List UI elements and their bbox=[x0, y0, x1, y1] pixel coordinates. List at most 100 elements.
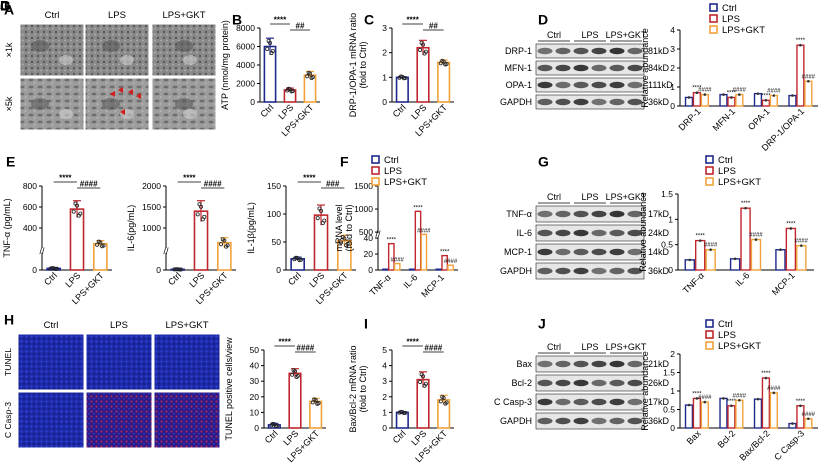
blot-band bbox=[627, 47, 643, 55]
significance-mark: **** bbox=[761, 371, 771, 377]
bar bbox=[93, 242, 108, 271]
blot-band-name: OPA-1 bbox=[506, 80, 532, 90]
significance-mark: **** bbox=[761, 93, 771, 99]
blot-strip bbox=[535, 94, 645, 110]
blot-strip bbox=[535, 43, 645, 59]
significance-mark: **** bbox=[387, 238, 397, 244]
bar bbox=[416, 46, 430, 103]
blot-band bbox=[555, 98, 571, 106]
y-tick-label: 50 bbox=[272, 237, 282, 247]
blot-band bbox=[591, 417, 607, 425]
em-arrow-marker bbox=[136, 93, 141, 99]
y-axis-label: Bax/Bcl-2 mRNA ratio bbox=[348, 345, 358, 432]
x-tick-label: Bax/Bcl-2 bbox=[737, 428, 771, 462]
y-axis-label: Relative abundance bbox=[640, 28, 650, 108]
significance-mark: **** bbox=[786, 221, 796, 227]
significance-mark: #### bbox=[749, 233, 763, 239]
x-tick-label: IL-6 bbox=[733, 270, 751, 288]
significance-mark: #### bbox=[698, 88, 712, 94]
significance-mark: #### bbox=[802, 412, 816, 418]
y-axis-label: TUNEL positive cells/view bbox=[224, 337, 234, 441]
blot-col-label: Ctrl bbox=[547, 342, 561, 352]
blot-band bbox=[573, 267, 589, 275]
blot-band bbox=[555, 210, 571, 218]
em-arrow-marker bbox=[110, 91, 115, 97]
bar bbox=[395, 76, 409, 103]
data-point bbox=[297, 258, 302, 263]
legend-f-swatch bbox=[371, 166, 380, 175]
em-organelle bbox=[120, 55, 134, 65]
x-tick-label: Ctrl bbox=[166, 270, 183, 287]
legend-j-label: LPS+GKT bbox=[718, 341, 761, 352]
blot-band bbox=[573, 398, 589, 406]
y-tick-label: 100 bbox=[267, 209, 281, 219]
legend-j-swatch bbox=[705, 319, 714, 328]
blot-band bbox=[573, 64, 589, 72]
blot-strip bbox=[535, 224, 645, 242]
blot-kd-label: 111kD bbox=[648, 80, 673, 90]
chart-letter: B bbox=[232, 11, 242, 27]
data-point bbox=[687, 403, 691, 407]
significance-mark: #### bbox=[767, 386, 781, 392]
bar bbox=[729, 258, 741, 271]
x-tick-label: Ctrl bbox=[42, 270, 59, 287]
blot-band bbox=[555, 229, 571, 237]
x-tick-label: Ctrl bbox=[391, 428, 408, 445]
em-organelle bbox=[102, 40, 120, 52]
y-tick-label: 400 bbox=[23, 223, 37, 233]
blot-kd-label: 14kD bbox=[648, 247, 670, 257]
fluorescence-image bbox=[153, 391, 221, 449]
blot-kd-label: 36kD bbox=[648, 266, 670, 276]
x-tick-label: LPS bbox=[307, 270, 326, 289]
data-point bbox=[71, 209, 76, 214]
significance-mark: **** bbox=[796, 399, 806, 405]
y-tick-label: 1000 bbox=[142, 223, 161, 233]
data-point bbox=[219, 242, 224, 247]
bar bbox=[692, 397, 702, 429]
significance-mark: #### bbox=[444, 259, 458, 265]
em-organelle bbox=[59, 109, 73, 119]
legend-g-swatch bbox=[705, 155, 714, 164]
y-tick-label: 1 bbox=[382, 72, 387, 82]
blot-band bbox=[591, 248, 607, 256]
data-point bbox=[733, 257, 737, 261]
significance-mark: **** bbox=[692, 391, 702, 397]
blot-band bbox=[555, 64, 571, 72]
x-tick-label: MFN-1 bbox=[711, 106, 738, 133]
legend-g-swatch bbox=[705, 177, 714, 186]
y-tick-label: 800 bbox=[23, 181, 37, 191]
panel-h-col-label: LPS bbox=[110, 320, 128, 331]
blot-col-label: LPS bbox=[581, 30, 598, 40]
y-axis-label-2: (fold to Ctrl) bbox=[358, 41, 368, 88]
y-tick-label: 1 bbox=[382, 407, 387, 417]
blot-band bbox=[609, 98, 625, 106]
blot-col-label: LPS bbox=[581, 342, 598, 352]
em-organelle bbox=[120, 109, 134, 119]
data-point bbox=[703, 400, 707, 404]
y-tick-label: 20 bbox=[364, 249, 374, 259]
significance-mark: #### bbox=[417, 228, 431, 234]
legend-f-swatch bbox=[371, 177, 380, 186]
panel-a-row-label: ×1k bbox=[4, 42, 14, 57]
x-tick-label: Ctrl bbox=[263, 428, 280, 445]
y-tick-label: 0.5 bbox=[663, 405, 675, 415]
bar bbox=[414, 210, 422, 271]
blot-band bbox=[555, 398, 571, 406]
chart-g: 0 0.5 1 1.5 **** #### TNF-α **** #### IL-6 **** ###… bbox=[638, 189, 814, 297]
y-tick-label: 50 bbox=[250, 345, 260, 355]
significance-mark: #### bbox=[424, 344, 442, 353]
bar bbox=[796, 244, 807, 271]
blot-col-label: Ctrl bbox=[547, 30, 561, 40]
significance-mark: **** bbox=[274, 16, 287, 25]
data-point bbox=[419, 40, 424, 45]
x-tick-label: DRP-1 bbox=[676, 106, 702, 132]
fluorescence-image bbox=[153, 333, 221, 391]
data-point bbox=[291, 368, 296, 373]
data-point bbox=[320, 220, 325, 225]
legend-d-swatch bbox=[709, 14, 718, 23]
blot-band-name: IL-6 bbox=[516, 228, 532, 238]
data-point bbox=[266, 39, 271, 44]
bar bbox=[804, 418, 813, 429]
